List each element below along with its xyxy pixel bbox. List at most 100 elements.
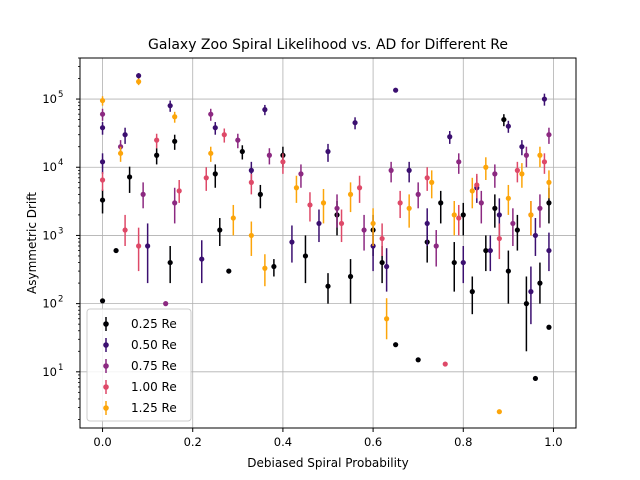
data-point bbox=[384, 263, 390, 270]
data-point bbox=[154, 152, 160, 158]
data-point bbox=[505, 195, 511, 201]
legend-item: 1.25 Re bbox=[103, 401, 177, 415]
data-point bbox=[334, 205, 340, 211]
y-tick-label: 10 bbox=[42, 228, 57, 242]
data-point bbox=[338, 220, 345, 227]
series-4 bbox=[99, 78, 552, 415]
data-point bbox=[140, 191, 146, 197]
legend-marker bbox=[103, 321, 109, 327]
data-point bbox=[320, 200, 327, 206]
data-point bbox=[456, 215, 462, 221]
data-point bbox=[546, 324, 552, 330]
legend: 0.25 Re 0.50 Re 0.75 Re 1.00 Re 1.25 Re bbox=[86, 308, 192, 422]
legend-label: 0.50 Re bbox=[131, 338, 177, 352]
legend-marker bbox=[103, 363, 109, 369]
data-point bbox=[537, 205, 543, 211]
data-point bbox=[280, 159, 286, 165]
data-point bbox=[212, 125, 218, 131]
data-point bbox=[217, 227, 223, 233]
data-point bbox=[415, 191, 421, 197]
data-point bbox=[451, 212, 457, 218]
data-point bbox=[492, 205, 498, 211]
data-point bbox=[546, 132, 552, 138]
data-point bbox=[347, 191, 354, 197]
data-point bbox=[379, 259, 385, 266]
legend-item: 0.75 Re bbox=[103, 359, 177, 373]
x-tick-label: 0.6 bbox=[364, 435, 382, 449]
data-point bbox=[172, 200, 178, 206]
data-point bbox=[483, 164, 489, 170]
data-point bbox=[136, 79, 142, 85]
data-point bbox=[203, 175, 209, 181]
data-point bbox=[325, 148, 331, 155]
data-point bbox=[212, 171, 218, 177]
data-point bbox=[474, 182, 480, 188]
data-point bbox=[352, 120, 358, 126]
legend-box bbox=[86, 308, 192, 422]
data-point bbox=[208, 150, 214, 156]
y-tick-base: 10 bbox=[42, 297, 57, 311]
data-point bbox=[221, 132, 227, 138]
data-point bbox=[393, 342, 399, 348]
y-tick-label: 10 bbox=[42, 160, 57, 174]
data-point bbox=[388, 167, 394, 173]
data-point bbox=[496, 235, 502, 242]
x-tick-label: 1.0 bbox=[544, 435, 562, 449]
data-point bbox=[235, 137, 241, 143]
y-tick-exponent: 2 bbox=[58, 295, 63, 305]
y-tick-exponent: 5 bbox=[58, 90, 63, 100]
data-point bbox=[99, 298, 106, 304]
data-point bbox=[393, 87, 399, 93]
data-point bbox=[257, 191, 263, 197]
data-point bbox=[483, 247, 489, 254]
data-point bbox=[447, 134, 453, 140]
chart-title: Galaxy Zoo Spiral Likelihood vs. AD for … bbox=[148, 37, 508, 53]
legend-marker bbox=[103, 342, 109, 348]
data-point bbox=[505, 268, 511, 274]
y-tick-exponent: 3 bbox=[58, 226, 63, 236]
legend-item: 1.00 Re bbox=[103, 380, 177, 394]
data-point bbox=[99, 111, 106, 117]
data-point bbox=[541, 159, 548, 165]
data-point bbox=[361, 227, 367, 233]
data-point bbox=[384, 316, 390, 322]
data-point bbox=[546, 179, 552, 185]
data-point bbox=[501, 116, 507, 123]
y-tick-base: 10 bbox=[42, 160, 57, 174]
data-point bbox=[316, 220, 322, 227]
data-point bbox=[136, 73, 142, 79]
data-point bbox=[289, 239, 295, 245]
data-point bbox=[347, 273, 354, 280]
x-tick-label: 0.0 bbox=[93, 435, 111, 449]
data-point bbox=[293, 185, 300, 191]
data-point bbox=[505, 123, 511, 129]
data-point bbox=[167, 259, 173, 266]
data-point bbox=[113, 247, 119, 254]
data-point bbox=[163, 301, 169, 307]
data-point bbox=[519, 144, 525, 150]
data-point bbox=[307, 202, 313, 208]
legend-item: 0.25 Re bbox=[103, 317, 177, 331]
data-point bbox=[145, 243, 151, 249]
x-tick-label: 0.4 bbox=[274, 435, 292, 449]
data-point bbox=[456, 159, 462, 165]
data-point bbox=[239, 148, 245, 155]
y-tick-base: 10 bbox=[42, 365, 57, 379]
data-point bbox=[406, 205, 412, 211]
data-point bbox=[546, 247, 552, 254]
data-point bbox=[99, 159, 106, 165]
data-point bbox=[424, 175, 430, 181]
data-point bbox=[356, 185, 363, 191]
data-point bbox=[523, 152, 530, 158]
data-point bbox=[176, 188, 182, 194]
data-point bbox=[514, 227, 520, 233]
data-point bbox=[271, 263, 277, 270]
data-point bbox=[397, 200, 403, 206]
data-point bbox=[248, 179, 254, 185]
data-point bbox=[496, 409, 502, 415]
data-point bbox=[136, 243, 142, 249]
data-point bbox=[230, 215, 236, 221]
data-point bbox=[487, 247, 493, 254]
